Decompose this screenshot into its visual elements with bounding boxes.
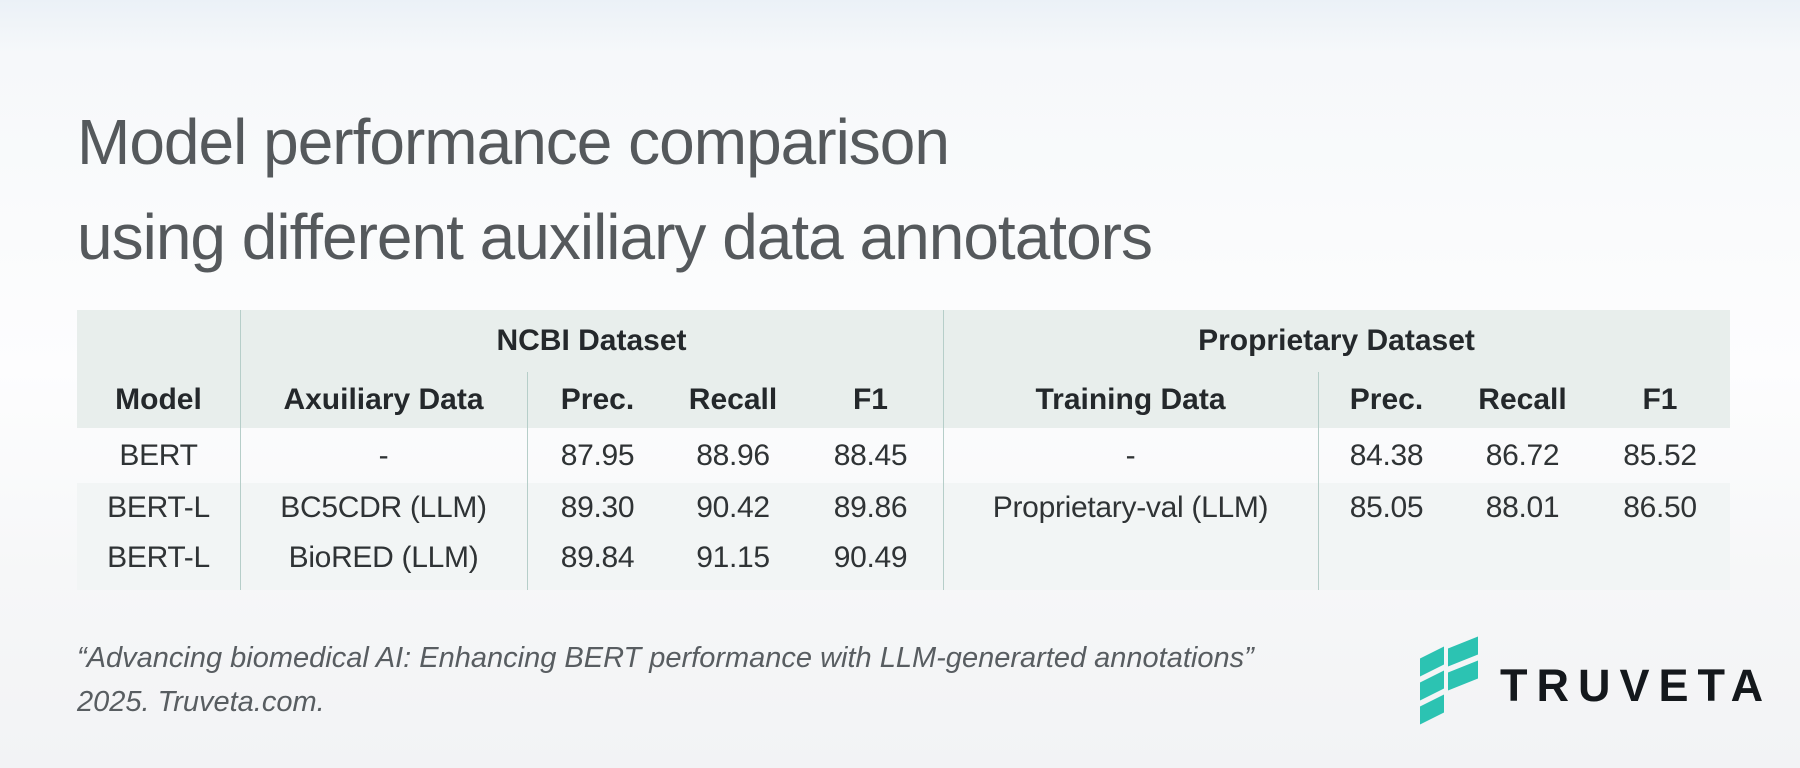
- table-cell: Proprietary-val (LLM): [992, 491, 1269, 524]
- table-cell: 89.84: [560, 541, 635, 574]
- table-cell: -: [1125, 438, 1136, 472]
- truveta-wordmark: TRUVETA: [1500, 660, 1773, 711]
- table-cell: 85.05: [1349, 491, 1424, 524]
- table-cell: 89.30: [560, 491, 635, 524]
- page-title: Model performance comparison using diffe…: [77, 95, 1153, 285]
- table-cell: BERT: [119, 438, 198, 472]
- table-cell: 90.49: [833, 541, 908, 574]
- table-cell: 88.96: [696, 438, 770, 472]
- table-cell: BioRED (LLM): [288, 541, 479, 574]
- table-header-background: [77, 310, 1730, 428]
- table-cell: 90.42: [696, 491, 770, 524]
- table-cell: [1318, 533, 1455, 583]
- table-cell: 84.38: [1349, 438, 1424, 472]
- column-header-model: Model: [115, 383, 202, 416]
- truveta-logo: TRUVETA: [1418, 634, 1772, 727]
- column-header-prec-proprietary: Prec.: [1349, 383, 1424, 416]
- column-header-auxiliary-data: Axuiliary Data: [283, 383, 484, 416]
- table-divider-after-auxiliary: [527, 372, 528, 590]
- column-header-training-data: Training Data: [1035, 383, 1226, 416]
- table-cell: BERT-L: [107, 541, 210, 574]
- table-divider-after-model: [240, 310, 241, 590]
- table-cell: 86.50: [1623, 491, 1697, 524]
- group-header-ncbi: NCBI Dataset: [496, 324, 687, 357]
- table-cell: 89.86: [833, 491, 908, 524]
- group-header-proprietary: Proprietary Dataset: [1198, 324, 1475, 357]
- table-cell: BERT-L: [107, 491, 210, 524]
- table-cell: 86.72: [1485, 438, 1560, 472]
- table-cell: [1455, 533, 1590, 583]
- page-title-line2: using different auxiliary data annotator…: [77, 200, 1153, 273]
- table-cell: 88.45: [833, 438, 908, 472]
- column-header-recall-proprietary: Recall: [1478, 383, 1567, 416]
- table-stripe-background: [77, 483, 1730, 590]
- table-cell: 85.52: [1623, 438, 1697, 472]
- table-cell: 88.01: [1485, 491, 1560, 524]
- table-cell: [943, 533, 1318, 583]
- table-divider-between-datasets: [943, 310, 944, 590]
- citation-footnote: “Advancing biomedical AI: Enhancing BERT…: [77, 636, 1254, 724]
- column-header-f1-ncbi: F1: [852, 383, 888, 416]
- citation-line2: 2025. Truveta.com.: [77, 686, 325, 718]
- table-divider-after-training: [1318, 372, 1319, 590]
- column-header-f1-proprietary: F1: [1642, 383, 1678, 416]
- citation-line1: “Advancing biomedical AI: Enhancing BERT…: [77, 642, 1254, 674]
- table-grid: NCBI Dataset Proprietary Dataset Model A…: [77, 310, 1730, 583]
- table-cell: -: [378, 438, 389, 472]
- column-header-recall-ncbi: Recall: [688, 383, 778, 416]
- truveta-leaf-icon: [1420, 636, 1478, 725]
- column-header-prec-ncbi: Prec.: [560, 383, 635, 416]
- table-cell: BC5CDR (LLM): [280, 491, 487, 524]
- table-cell: 91.15: [696, 541, 770, 574]
- table-cell: 87.95: [560, 438, 635, 472]
- table-cell: [1590, 533, 1730, 583]
- performance-table: NCBI Dataset Proprietary Dataset Model A…: [77, 310, 1730, 590]
- page-title-line1: Model performance comparison: [77, 105, 950, 178]
